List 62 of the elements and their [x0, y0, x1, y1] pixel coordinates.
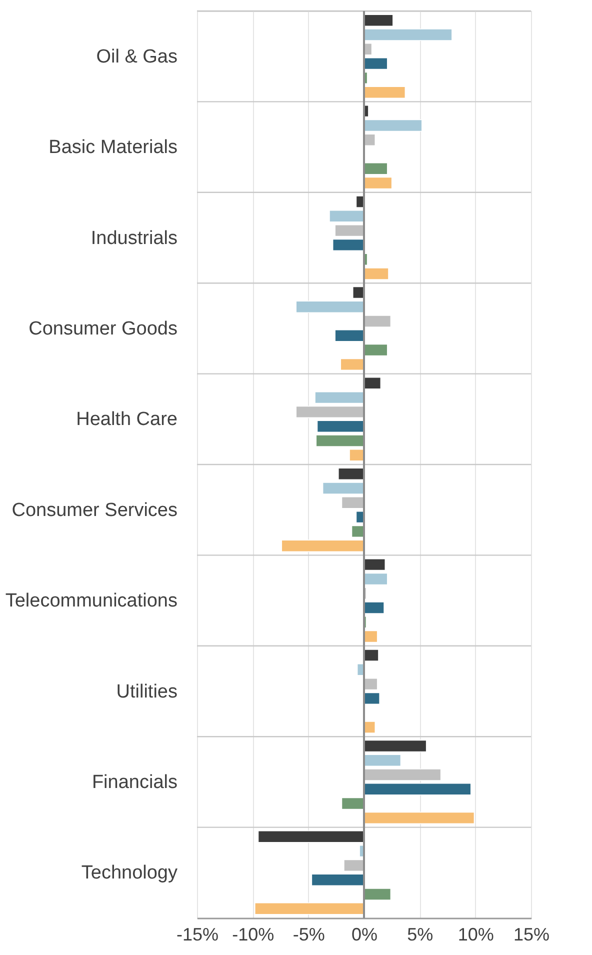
- x-tick-label: -15%: [176, 924, 219, 944]
- bar: [281, 540, 364, 552]
- bar: [322, 482, 364, 494]
- bar: [334, 224, 364, 237]
- bar: [349, 448, 364, 462]
- bar: [364, 740, 427, 752]
- y-tick-label: Health Care: [76, 409, 178, 430]
- bar: [364, 176, 392, 190]
- bar: [329, 210, 364, 222]
- x-tick-label: 0%: [351, 924, 378, 944]
- y-tick-label: Oil & Gas: [96, 46, 178, 68]
- bar: [316, 420, 364, 433]
- bar: [364, 28, 452, 41]
- bar: [296, 300, 364, 314]
- bar: [316, 434, 364, 447]
- y-tick-label: Basic Materials: [48, 137, 178, 158]
- bar: [258, 830, 364, 843]
- bar: [364, 344, 388, 356]
- bar: [311, 874, 364, 886]
- bar: [364, 572, 388, 586]
- bar: [364, 377, 382, 390]
- bar: [364, 162, 388, 175]
- y-tick-label: Industrials: [90, 228, 178, 249]
- bar: [364, 558, 386, 571]
- bar: [334, 329, 364, 342]
- x-tick-label: 10%: [458, 924, 494, 944]
- bar: [296, 406, 364, 418]
- bar: [364, 768, 442, 781]
- bar: [340, 358, 364, 371]
- y-tick-label: Consumer Services: [12, 500, 178, 521]
- bar: [364, 134, 376, 146]
- bar: [341, 797, 364, 810]
- bar: [364, 678, 378, 690]
- x-tick-label: 5%: [407, 924, 434, 944]
- bar: [314, 391, 364, 404]
- bar: [364, 57, 388, 70]
- bar: [364, 630, 378, 643]
- bar: [332, 238, 364, 252]
- x-tick-label: -5%: [292, 924, 325, 944]
- y-tick-label: Financials: [92, 772, 178, 793]
- bar: [344, 859, 364, 872]
- y-tick-label: Consumer Goods: [28, 318, 178, 340]
- bar: [364, 782, 472, 796]
- bar: [364, 888, 392, 900]
- bar: [254, 902, 364, 915]
- bar: [338, 468, 364, 480]
- x-tick-label: 15%: [513, 924, 550, 944]
- bar: [341, 496, 364, 509]
- bar: [364, 602, 384, 614]
- y-tick-label: Utilities: [116, 681, 178, 702]
- x-tick-label: -10%: [232, 924, 274, 944]
- bar: [364, 86, 406, 98]
- bar: [364, 754, 402, 767]
- bar: [364, 315, 392, 328]
- bar: [364, 14, 394, 27]
- bar: [364, 812, 475, 824]
- bar: [364, 649, 379, 662]
- y-tick-label: Telecommunications: [5, 590, 178, 612]
- y-tick-label: Technology: [81, 862, 178, 884]
- bar: [364, 721, 376, 734]
- bar: [364, 119, 422, 132]
- bar: [364, 268, 389, 280]
